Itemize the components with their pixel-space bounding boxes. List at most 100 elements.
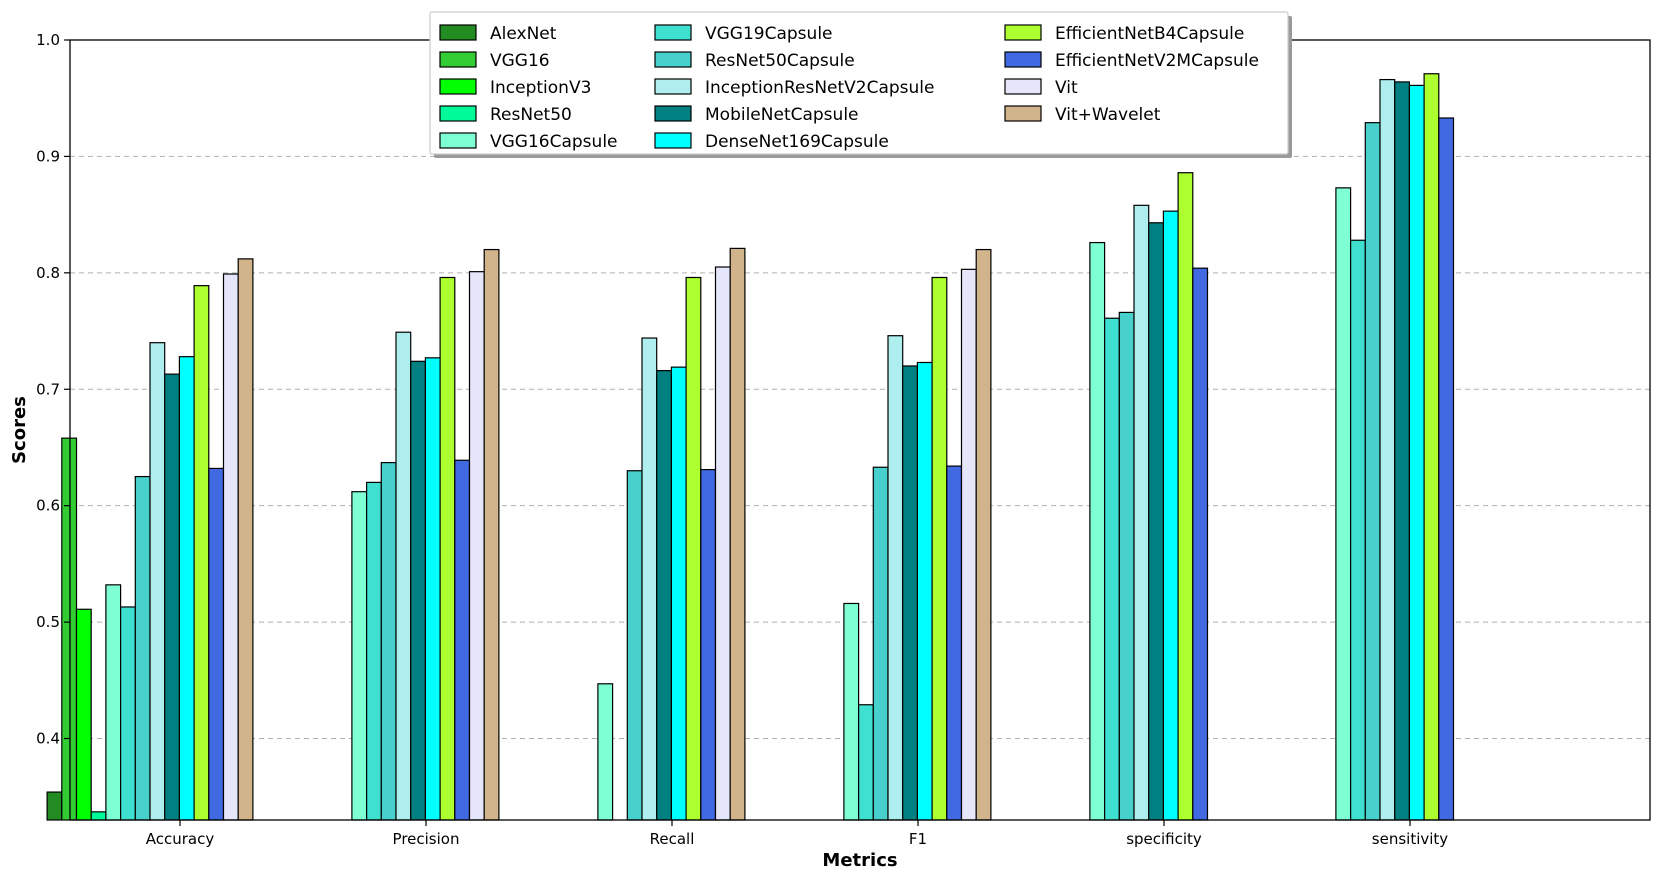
legend-swatch: [439, 24, 477, 41]
y-tick-label: 1.0: [36, 31, 60, 49]
bar: [916, 361, 933, 821]
bar: [1335, 187, 1352, 821]
y-axis-title: Scores: [9, 396, 30, 464]
x-tick-label: Recall: [650, 830, 695, 848]
legend-label: MobileNetCapsule: [705, 105, 859, 125]
legend-label: EfficientNetV2MCapsule: [1055, 51, 1259, 71]
bar: [1192, 267, 1209, 821]
bar: [700, 468, 717, 821]
legend-label: InceptionV3: [490, 78, 591, 98]
bar: [454, 459, 471, 821]
legend-swatch: [654, 24, 692, 41]
bar: [960, 268, 977, 821]
bar: [90, 811, 107, 821]
bar: [439, 276, 456, 821]
bar: [902, 365, 919, 821]
bar: [193, 285, 210, 821]
legend-swatch: [439, 78, 477, 95]
bar: [410, 360, 427, 821]
bar: [843, 602, 860, 821]
y-tick-label: 0.6: [36, 497, 60, 515]
bar: [1379, 78, 1396, 821]
bar: [149, 342, 166, 821]
bar: [424, 357, 441, 821]
bar: [61, 437, 78, 821]
bar: [872, 466, 889, 821]
x-tick-label: sensitivity: [1372, 830, 1449, 848]
legend: AlexNet VGG16 InceptionV3 ResNet50 VGG16Caps…: [429, 11, 1292, 158]
bar: [1103, 317, 1120, 821]
legend-label: ResNet50: [490, 105, 572, 125]
legend-label: VGG19Capsule: [705, 24, 833, 44]
x-tick-label: F1: [909, 830, 927, 848]
legend-label: InceptionResNetV2Capsule: [705, 78, 935, 98]
legend-swatch: [439, 51, 477, 68]
legend-label: VGG16Capsule: [490, 132, 618, 152]
bar: [1148, 222, 1164, 821]
bar: [1162, 210, 1179, 821]
bar: [178, 356, 195, 821]
bar: [641, 337, 658, 821]
y-tick-label: 0.4: [36, 730, 60, 748]
legend-swatch: [1004, 24, 1042, 41]
legend-label: DenseNet169Capsule: [705, 132, 889, 152]
legend-swatch: [654, 78, 692, 95]
bar: [222, 273, 239, 821]
y-tick-label: 0.7: [36, 380, 60, 398]
bar: [685, 276, 702, 821]
bars-layer: [46, 73, 1455, 821]
bar: [975, 248, 992, 821]
bar: [46, 791, 63, 821]
legend-swatch: [1004, 51, 1042, 68]
bar: [1349, 239, 1366, 821]
legend-label: Vit+Wavelet: [1055, 105, 1161, 125]
legend-swatch: [654, 105, 692, 122]
y-tick-label: 0.8: [36, 264, 60, 282]
bar: [597, 683, 614, 821]
bar: [1364, 122, 1381, 821]
x-axis-title: Metrics: [822, 850, 897, 871]
bar: [75, 608, 92, 821]
legend-label: Vit: [1055, 78, 1078, 98]
bar: [208, 467, 225, 821]
legend-box: [429, 11, 1289, 155]
bar: [729, 247, 746, 821]
legend-label: VGG16: [490, 51, 550, 71]
bar: [656, 370, 673, 821]
bar: [395, 331, 412, 821]
legend-swatch: [439, 132, 477, 149]
x-tick-label: Accuracy: [146, 830, 215, 848]
bar: [1408, 84, 1425, 821]
bar: [1118, 311, 1135, 821]
x-tick-label: Precision: [393, 830, 460, 848]
legend-swatch: [439, 105, 477, 122]
bar: [1438, 117, 1455, 821]
bar: [1089, 241, 1106, 821]
bar: [1133, 204, 1150, 821]
bar: [237, 258, 254, 821]
x-tick-label: specificity: [1126, 830, 1202, 848]
legend-swatch: [654, 51, 692, 68]
bar: [105, 584, 122, 821]
bar: [931, 276, 948, 821]
legend-swatch: [654, 132, 692, 149]
y-tick-label: 0.9: [36, 147, 60, 165]
bar: [351, 491, 368, 821]
legend-label: AlexNet: [490, 24, 557, 44]
y-tick-label: 0.5: [36, 613, 60, 631]
axes-layer: 0.4 0.5 0.6 0.7 0.8 0.9 1.0 Accuracy Precision Re…: [36, 31, 1448, 848]
legend-label: ResNet50Capsule: [705, 51, 855, 71]
bar: [857, 704, 874, 821]
bar: [714, 266, 731, 821]
bar: [366, 481, 382, 821]
bar: [483, 248, 500, 821]
bar: [1394, 81, 1410, 821]
bar: [1423, 73, 1440, 821]
bar: [887, 335, 904, 821]
bar: [670, 366, 687, 821]
bar: [380, 461, 397, 821]
bar: [468, 271, 485, 821]
legend-label: EfficientNetB4Capsule: [1055, 24, 1244, 44]
